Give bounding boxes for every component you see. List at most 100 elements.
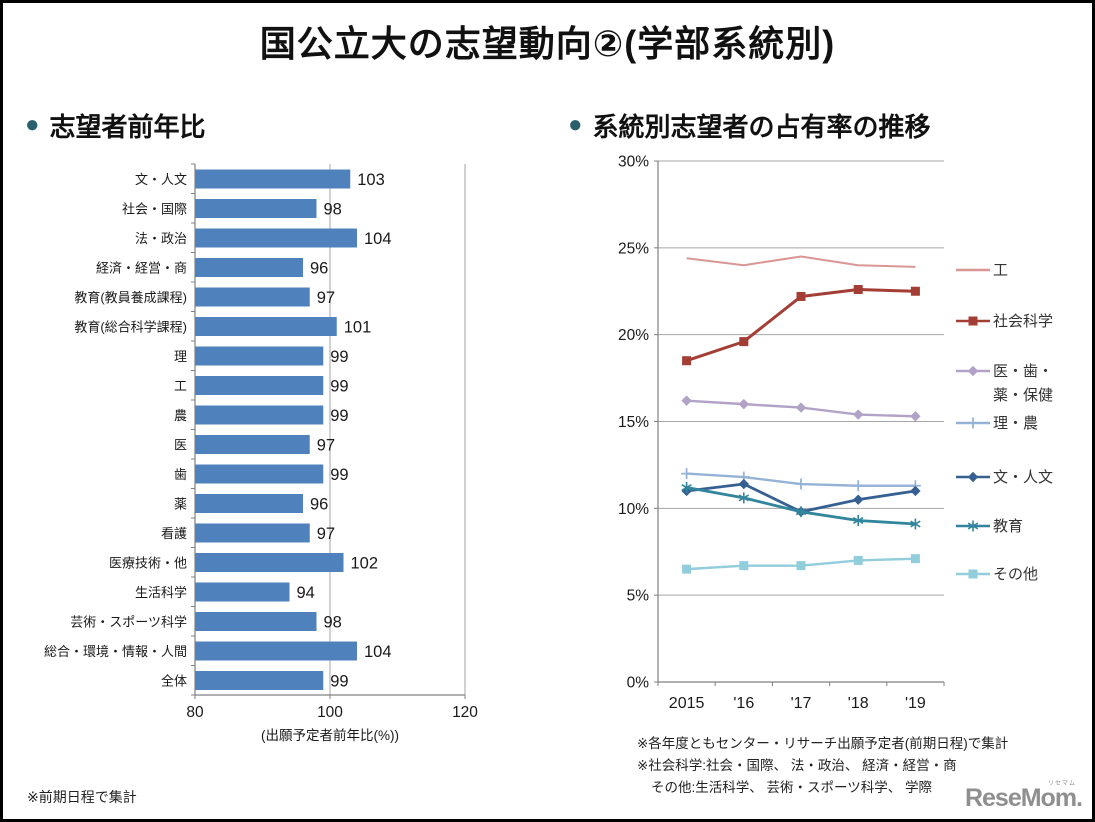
bar [195, 523, 310, 543]
series-line [686, 255, 916, 268]
svg-text:120: 120 [452, 704, 478, 721]
svg-text:(出願予定者前年比(%)): (出願予定者前年比(%)) [261, 727, 399, 743]
legend-item-label: 理・農 [993, 415, 1039, 432]
svg-text:'18: '18 [848, 695, 869, 712]
left-section-title: 志望者前年比 [49, 112, 206, 142]
resemom-logo: リセマム ReseMom. [964, 778, 1083, 813]
svg-text:98: 98 [324, 614, 342, 632]
svg-text:15%: 15% [618, 414, 649, 431]
svg-text:99: 99 [330, 348, 348, 366]
bullet-icon: ● [25, 110, 40, 138]
note-line: ※社会科学:社会・国際、 法・政治、 経済・経営・商 [637, 758, 957, 773]
svg-text:総合・環境・情報・人間: 総合・環境・情報・人間 [44, 644, 187, 659]
svg-text:歯: 歯 [174, 467, 187, 482]
legend-item: 教育 [955, 515, 1023, 539]
svg-text:97: 97 [317, 525, 335, 543]
svg-text:理: 理 [174, 349, 187, 364]
bar [195, 671, 324, 690]
bar [195, 494, 303, 513]
svg-text:工: 工 [174, 379, 187, 394]
svg-text:経済・経営・商: 経済・経営・商 [96, 261, 187, 276]
legend-swatch-icon [956, 520, 990, 532]
notes-block: ※各年度ともセンター・リサーチ出願予定者(前期日程)で集計 ※社会科学:社会・国… [637, 733, 1008, 799]
svg-text:'17: '17 [791, 695, 812, 712]
right-section-title: 系統別志望者の占有率の推移 [592, 112, 931, 142]
svg-text:94: 94 [297, 584, 315, 602]
legend-item: 文・人文 [955, 466, 1053, 490]
svg-text:25%: 25% [618, 240, 649, 257]
svg-text:全体: 全体 [161, 674, 187, 689]
legend-swatch-icon [956, 365, 990, 377]
svg-text:20%: 20% [618, 327, 649, 344]
footnote: ※前期日程で集計 [27, 789, 137, 805]
legend-item-label: その他 [993, 566, 1039, 583]
svg-text:'19: '19 [905, 695, 926, 712]
legend-item: 社会科学 [955, 310, 1053, 334]
legend-item: 医・歯・ 薬・保健 [955, 360, 1053, 408]
bar [195, 376, 324, 395]
legend-item-label: 文・人文 [993, 469, 1054, 486]
bar [195, 641, 357, 661]
left-section-header: ● 志望者前年比 [25, 107, 206, 144]
bar-chart-svg: 文・人文 103 社会・国際 98 法・政治 104 経済・経営・商 96 教育(教員養成課程)… [44, 163, 478, 743]
note-line: その他:生活科学、 芸術・スポーツ科学、 学際 [651, 780, 932, 795]
svg-text:97: 97 [317, 289, 335, 307]
svg-text:98: 98 [324, 201, 342, 219]
bar [195, 553, 344, 572]
bar [195, 228, 357, 248]
svg-text:看護: 看護 [161, 526, 187, 541]
bullet-icon: ● [568, 110, 583, 138]
series-line [686, 486, 916, 526]
legend: 工社会科学医・歯・ 薬・保健理・農文・人文教育その他 [955, 248, 1092, 593]
svg-text:薬: 薬 [174, 497, 187, 512]
svg-text:99: 99 [330, 378, 348, 396]
svg-text:医: 医 [174, 438, 187, 453]
legend-item: 理・農 [955, 412, 1038, 436]
svg-text:5%: 5% [627, 588, 650, 605]
svg-text:農: 農 [174, 408, 187, 423]
svg-text:97: 97 [317, 437, 335, 455]
svg-text:96: 96 [310, 496, 328, 514]
svg-text:法・政治: 法・政治 [135, 231, 187, 246]
svg-text:99: 99 [330, 407, 348, 425]
bar [195, 169, 351, 189]
svg-text:10%: 10% [618, 501, 649, 518]
legend-swatch-icon [956, 316, 990, 326]
legend-item-label: 社会科学 [993, 313, 1054, 330]
svg-text:医療技術・他: 医療技術・他 [109, 556, 187, 571]
logo-text: ReseMom. [964, 784, 1083, 812]
bar [195, 435, 310, 454]
bar [195, 199, 317, 218]
legend-item: その他 [955, 563, 1038, 587]
svg-text:99: 99 [330, 466, 348, 484]
svg-text:2015: 2015 [669, 695, 705, 712]
bar [195, 464, 324, 484]
svg-text:文・人文: 文・人文 [135, 172, 187, 187]
page-title: 国公立大の志望動向②(学部系統別) [259, 23, 836, 64]
svg-text:社会・国際: 社会・国際 [122, 202, 187, 217]
logo-ruby-text: リセマム [1047, 781, 1076, 787]
svg-text:100: 100 [317, 704, 343, 721]
legend-swatch-icon [956, 417, 990, 429]
bar-chart: 文・人文 103 社会・国際 98 法・政治 104 経済・経営・商 96 教育(教員養成課程)… [13, 151, 573, 761]
svg-text:96: 96 [310, 260, 328, 278]
svg-text:教育(教員養成課程): 教育(教員養成課程) [74, 290, 187, 305]
bar [195, 346, 324, 366]
svg-text:0%: 0% [627, 675, 650, 692]
svg-text:'16: '16 [733, 695, 754, 712]
bar [195, 612, 317, 631]
svg-text:教育(総合科学課程): 教育(総合科学課程) [74, 320, 187, 335]
svg-text:104: 104 [364, 643, 392, 661]
svg-text:102: 102 [351, 555, 379, 573]
svg-text:80: 80 [186, 704, 204, 721]
bar [195, 317, 337, 336]
svg-text:芸術・スポーツ科学: 芸術・スポーツ科学 [70, 615, 187, 630]
line-chart-svg: 0% 5% 10% 15% 20% 25% 30% 2015 '16 '17 '18 '19 [618, 154, 945, 712]
svg-text:103: 103 [357, 171, 385, 189]
legend-item-label: 工 [993, 262, 1009, 279]
svg-text:101: 101 [344, 319, 372, 337]
note-line: ※各年度ともセンター・リサーチ出願予定者(前期日程)で集計 [637, 736, 1009, 751]
legend-swatch-icon [956, 569, 990, 579]
svg-text:104: 104 [364, 230, 392, 248]
